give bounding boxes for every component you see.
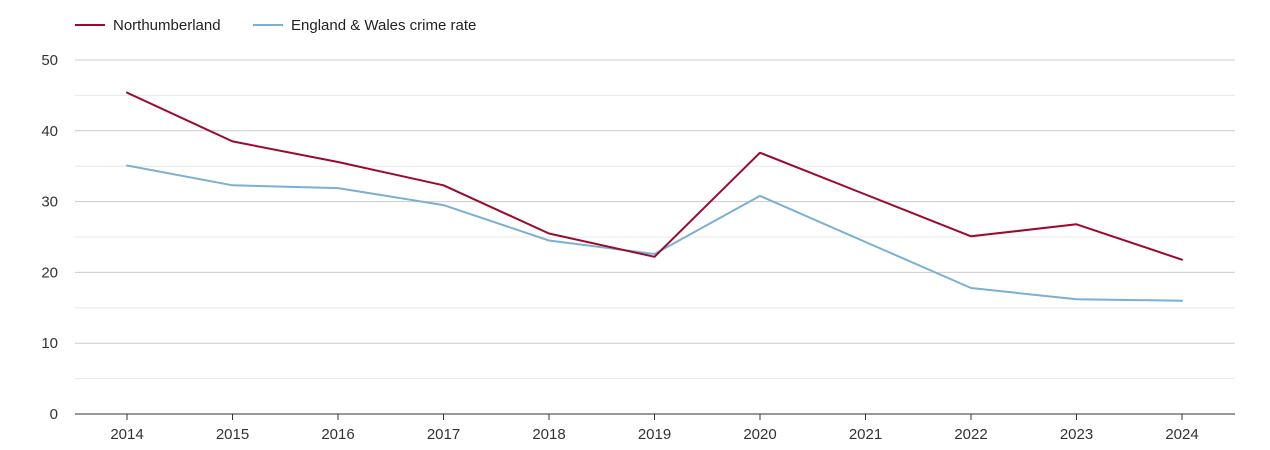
y-tick-label: 50 [41,52,58,69]
y-tick-label: 0 [50,406,58,423]
y-tick-label: 20 [41,264,58,281]
x-tick-label: 2016 [321,426,354,443]
legend-label-england-wales: England & Wales crime rate [291,17,476,34]
x-axis-ticks: 2014 2015 2016 2017 2018 2019 2020 2021 2022 2023… [110,414,1199,443]
series-lines [126,91,1183,302]
x-tick-label: 2020 [743,426,776,443]
y-tick-label: 40 [41,123,58,140]
gridlines [75,59,1235,380]
x-tick-label: 2022 [954,426,987,443]
y-tick-label: 30 [41,194,58,211]
legend-item-northumberland[interactable]: Northumberland [75,17,221,34]
x-tick-label: 2017 [427,426,460,443]
x-tick-label: 2021 [849,426,882,443]
x-tick-label: 2019 [638,426,671,443]
y-tick-label: 10 [41,335,58,352]
y-axis-ticks: 0 10 20 30 40 50 [41,52,58,423]
series-line-northumberland [126,91,1183,261]
legend-item-england-wales[interactable]: England & Wales crime rate [253,17,476,34]
x-tick-label: 2015 [216,426,249,443]
series-line-england-wales [126,164,1183,302]
x-tick-label: 2014 [110,426,143,443]
legend-label-northumberland: Northumberland [113,17,221,34]
legend: Northumberland England & Wales crime rat… [75,17,476,34]
x-tick-label: 2023 [1060,426,1093,443]
x-tick-label: 2018 [532,426,565,443]
x-tick-label: 2024 [1165,426,1198,443]
